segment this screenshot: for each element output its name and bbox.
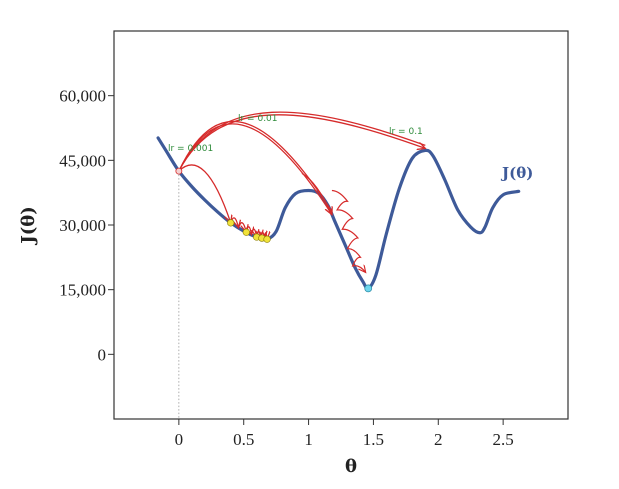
x-tick-label: 0.5 (233, 430, 254, 449)
step-arrow-lr-medium (178, 120, 333, 213)
lr-label: lr = 0.001 (168, 144, 213, 154)
step-point-lr-small (242, 228, 250, 236)
step-point-lr-small (227, 219, 235, 227)
step-arrow-lr-small (178, 164, 231, 223)
lr-label: lr = 0.01 (238, 114, 278, 124)
y-tick-label: 45,000 (59, 151, 106, 170)
step-arrow-lr-large (178, 114, 425, 172)
x-tick-label: 1 (304, 430, 313, 449)
x-tick-label: 1.5 (363, 430, 384, 449)
step-arrow-lr-medium-zigzag (331, 189, 366, 273)
step-arrow-lr-large (178, 111, 426, 172)
x-tick-label: 2 (434, 430, 443, 449)
lr-label: lr = 0.1 (389, 127, 423, 137)
y-tick-label: 15,000 (59, 281, 106, 300)
y-tick-label: 30,000 (59, 216, 106, 235)
start-point (175, 167, 183, 175)
step-point-lr-small (263, 235, 271, 243)
step-arrow-lr-medium (301, 172, 332, 214)
step-points (175, 167, 373, 293)
plot-frame (113, 30, 569, 420)
y-tick-label: 0 (98, 345, 107, 364)
x-axis-title: θ (345, 456, 357, 477)
x-tick-label: 2.5 (493, 430, 514, 449)
x-tick-label: 0 (175, 430, 184, 449)
end-point-lr-medium (364, 284, 373, 293)
curve-label: J(θ) (500, 164, 533, 182)
y-tick-label: 60,000 (59, 87, 106, 106)
axis-ticks: 0 0.5 1 1.5 2 2.5 0 15,000 30,000 45,000 60,000 (59, 87, 514, 449)
y-axis-title: J(θ) (18, 206, 39, 246)
